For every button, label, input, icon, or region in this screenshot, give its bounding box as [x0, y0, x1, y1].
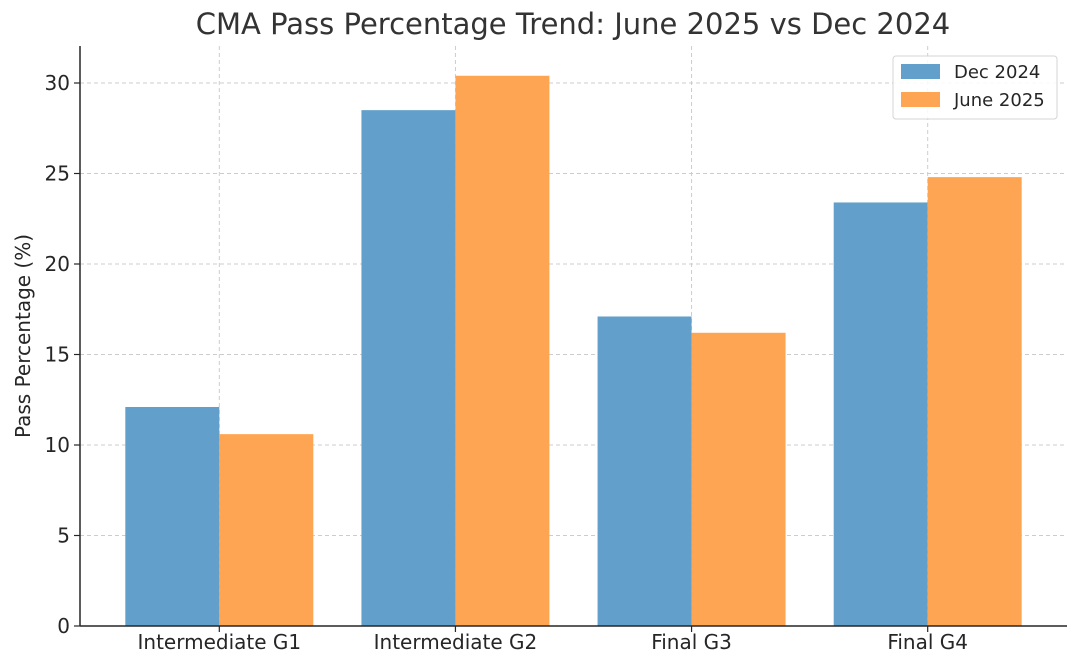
- legend: Dec 2024 June 2025: [892, 55, 1058, 120]
- y-tick-label: 5: [57, 524, 70, 548]
- x-tick-label: Intermediate G1: [138, 630, 302, 654]
- bar-dec-2024: [597, 316, 692, 626]
- ticks: 0 5 10 15 20 25 30 Intermediate G1 Intermediate …: [45, 71, 968, 654]
- bars: [125, 75, 1022, 626]
- y-axis-label: Pass Percentage (%): [11, 234, 35, 438]
- x-tick-label: Final G4: [887, 630, 968, 654]
- bar-june-2025: [691, 332, 786, 626]
- bar-dec-2024: [125, 406, 220, 626]
- legend-label: June 2025: [953, 90, 1045, 111]
- y-tick-label: 20: [45, 252, 70, 276]
- bar-june-2025: [455, 75, 550, 626]
- y-tick-label: 25: [45, 162, 70, 186]
- bar-dec-2024: [361, 110, 456, 626]
- y-tick-label: 30: [45, 71, 70, 95]
- x-tick-label: Final G3: [651, 630, 732, 654]
- bar-dec-2024: [833, 202, 928, 626]
- legend-label: Dec 2024: [954, 62, 1040, 83]
- y-tick-label: 10: [45, 433, 70, 457]
- axes: [79, 46, 1067, 627]
- y-tick-label: 0: [57, 614, 70, 638]
- y-tick-label: 15: [45, 343, 70, 367]
- chart-title: CMA Pass Percentage Trend: June 2025 vs …: [196, 7, 950, 41]
- bar-june-2025: [219, 434, 314, 626]
- bar-june-2025: [927, 177, 1022, 626]
- legend-swatch: [901, 92, 940, 107]
- x-tick-label: Intermediate G2: [374, 630, 538, 654]
- legend-swatch: [901, 64, 940, 79]
